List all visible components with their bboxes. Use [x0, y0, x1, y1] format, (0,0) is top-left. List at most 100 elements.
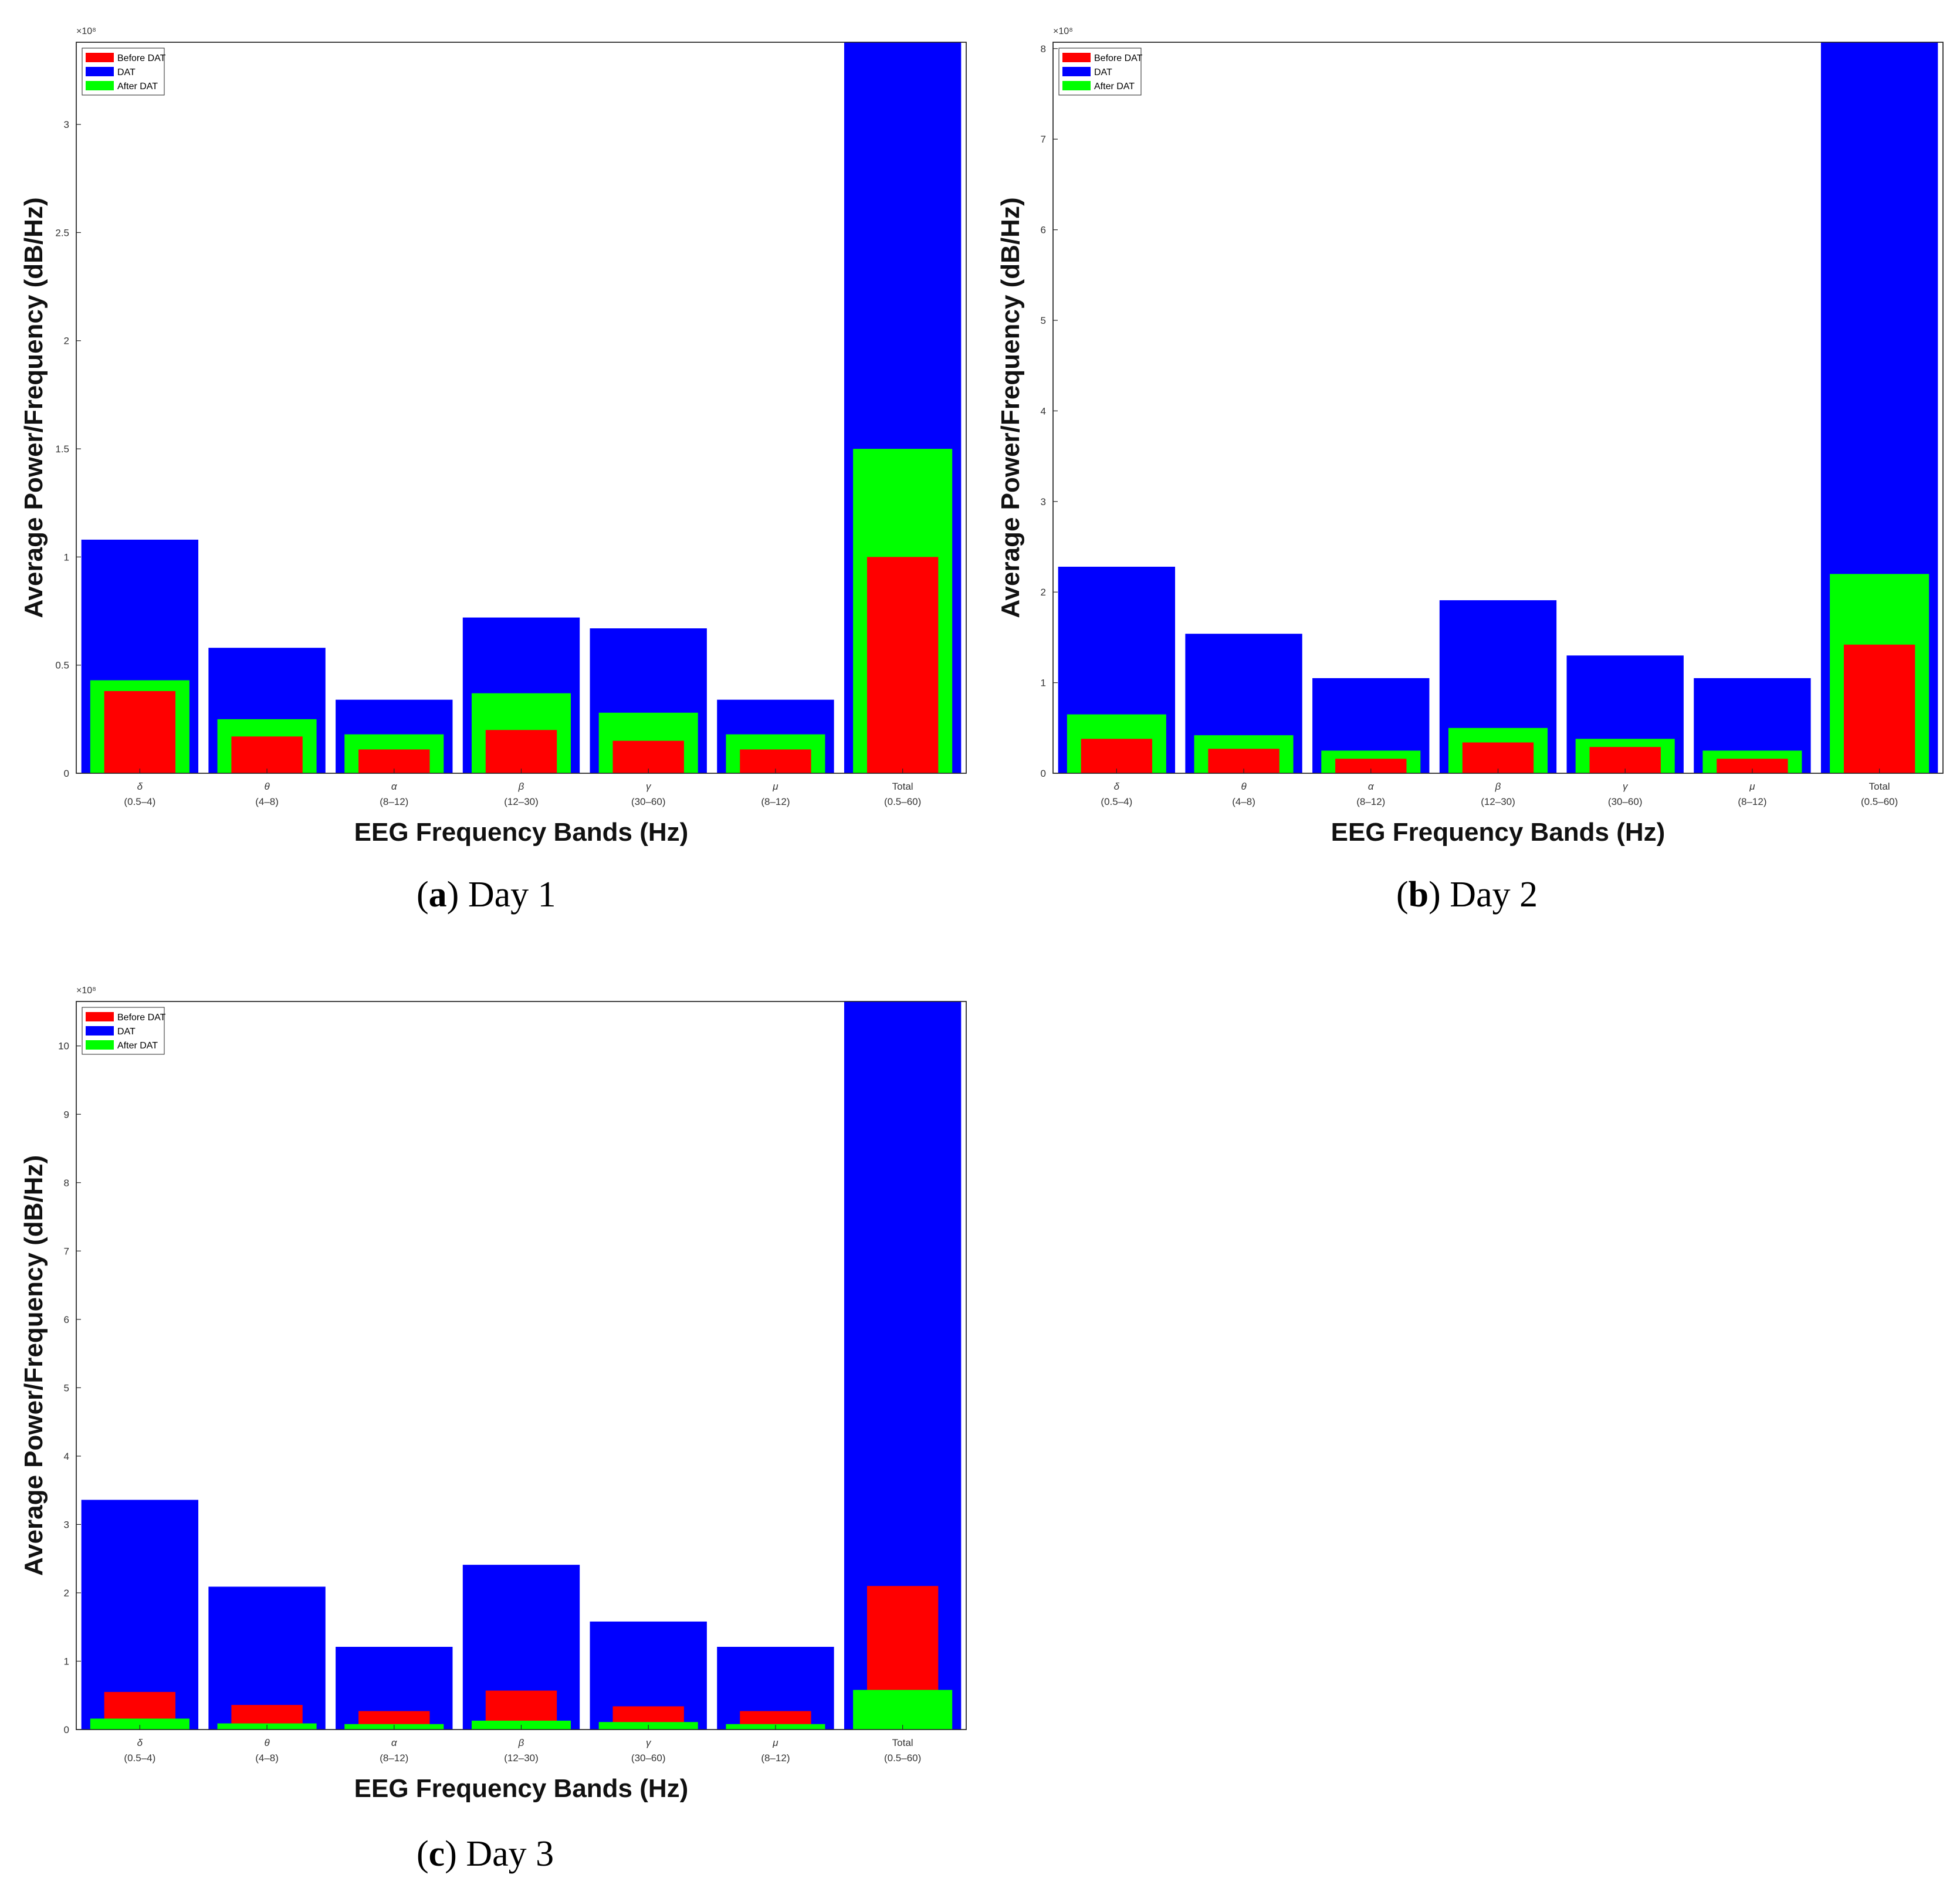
plot-frame — [76, 1001, 967, 1730]
y-tick-label: 1 — [1041, 678, 1046, 689]
legend: Before DAT DAT After DAT — [82, 1007, 166, 1055]
caption-day2: (b) Day 2 — [1396, 875, 1538, 915]
x-axis-title: EEG Frequency Bands (Hz) — [354, 1774, 689, 1803]
x-category-label: β — [518, 781, 524, 792]
x-category-range: (8–12) — [761, 1752, 790, 1764]
legend-swatch — [1062, 53, 1091, 62]
y-tick-label: 1.5 — [55, 444, 69, 455]
caption-text: Day 3 — [466, 1834, 554, 1874]
x-category-range: (12–30) — [1481, 796, 1515, 807]
y-tick-label: 6 — [64, 1314, 69, 1325]
x-category-label: β — [518, 1737, 524, 1748]
x-category-range: (12–30) — [504, 1752, 539, 1764]
x-category-label: γ — [646, 781, 652, 792]
x-category-label: γ — [646, 1737, 652, 1748]
y-tick-label: 5 — [1041, 315, 1046, 326]
y-exponent-label: ×10⁸ — [76, 26, 96, 36]
bar-after-dat-7 — [853, 1690, 953, 1730]
legend-label: Before DAT — [117, 1013, 166, 1023]
caption-letter: c — [428, 1834, 445, 1874]
x-category-label: α — [391, 781, 398, 792]
x-category-range: (4–8) — [255, 1752, 279, 1764]
legend-swatch — [1062, 67, 1091, 76]
legend: Before DAT DAT After DAT — [1058, 48, 1143, 96]
y-axis-title: Average Power/Frequency (dB/Hz) — [996, 197, 1025, 618]
bar-before-dat-7 — [866, 557, 939, 773]
chart-panel-day2: 0 1 2 3 4 5 6 7 8 ×10⁸ δ (0.5–4) θ (4–8) α (8–12) β (12–3… — [977, 0, 1960, 851]
caption-day1: (a) Day 1 — [417, 875, 556, 915]
x-category-label: Total — [892, 1737, 913, 1748]
y-exponent-label: ×10⁸ — [76, 986, 96, 996]
x-category-range: (8–12) — [380, 1752, 408, 1764]
x-category-range: (30–60) — [1608, 796, 1643, 807]
bar-before-dat-5 — [612, 740, 684, 773]
y-tick-label: 7 — [1041, 134, 1046, 145]
x-category-label: γ — [1623, 781, 1629, 792]
y-tick-label: 4 — [1041, 405, 1046, 417]
legend-label: DAT — [117, 1027, 136, 1037]
y-tick-label: 3 — [1041, 496, 1046, 507]
x-axis-title: EEG Frequency Bands (Hz) — [354, 818, 689, 847]
y-tick-label: 8 — [1041, 43, 1046, 55]
y-tick-label: 3 — [64, 119, 69, 130]
y-tick-label: 2 — [64, 336, 69, 347]
bar-chart-day1: 0 0.5 1 1.5 2 2.5 3 ×10⁸ δ (0.5–4) θ (4–8) α (8–12) β (… — [19, 26, 967, 847]
x-category-range: (30–60) — [631, 1752, 666, 1764]
x-category-label: δ — [137, 1737, 143, 1748]
plot-frame — [76, 42, 967, 774]
x-category-range: (0.5–60) — [1861, 796, 1898, 807]
legend-swatch — [86, 1040, 114, 1050]
x-category-label: δ — [1114, 781, 1120, 792]
y-tick-label: 0 — [64, 1724, 69, 1735]
y-tick-label: 9 — [64, 1109, 69, 1120]
y-tick-label: 10 — [58, 1041, 69, 1052]
x-category-label: α — [1368, 781, 1375, 792]
chart-panel-day1: 0 0.5 1 1.5 2 2.5 3 ×10⁸ δ (0.5–4) θ (4–8) α (8–12) β (… — [0, 0, 974, 851]
y-axis-title: Average Power/Frequency (dB/Hz) — [19, 1155, 48, 1576]
legend-swatch — [86, 81, 114, 90]
legend-label: Before DAT — [117, 53, 166, 63]
bar-after-dat-1 — [90, 1718, 189, 1730]
bar-chart-day3: 0 1 2 3 4 5 6 7 8 9 10 ×10⁸ δ (0.5–4) θ (4–8) α (8–12) β (1… — [19, 986, 967, 1803]
x-category-range: (0.5–4) — [124, 796, 155, 807]
x-category-label: μ — [772, 781, 778, 792]
bar-before-dat-1 — [1081, 739, 1153, 773]
y-tick-label: 0.5 — [55, 660, 69, 671]
legend-label: After DAT — [117, 82, 158, 92]
legend-label: After DAT — [117, 1041, 158, 1051]
bar-before-dat-2 — [231, 736, 303, 773]
x-category-label: θ — [1241, 781, 1247, 792]
bar-before-dat-4 — [1462, 742, 1534, 773]
legend-swatch — [86, 53, 114, 62]
x-category-label: μ — [1749, 781, 1755, 792]
legend-label: After DAT — [1094, 82, 1135, 92]
x-category-label: Total — [1869, 781, 1890, 792]
x-category-range: (8–12) — [380, 796, 408, 807]
y-tick-label: 2 — [64, 1588, 69, 1599]
bar-before-dat-7 — [1843, 644, 1915, 773]
x-category-range: (8–12) — [761, 796, 790, 807]
legend-swatch — [86, 1026, 114, 1036]
caption-letter: a — [428, 875, 447, 915]
x-category-range: (0.5–60) — [884, 1752, 921, 1764]
legend-label: Before DAT — [1094, 53, 1143, 63]
legend-swatch — [86, 1012, 114, 1021]
y-tick-label: 2 — [1041, 587, 1046, 598]
y-tick-label: 0 — [64, 768, 69, 779]
x-category-range: (30–60) — [631, 796, 666, 807]
x-category-label: α — [391, 1737, 398, 1748]
caption-letter: b — [1408, 875, 1429, 915]
x-category-range: (0.5–4) — [1101, 796, 1132, 807]
legend: Before DAT DAT After DAT — [82, 48, 166, 96]
x-category-range: (4–8) — [1232, 796, 1255, 807]
y-tick-label: 1 — [64, 1656, 69, 1667]
x-category-range: (8–12) — [1738, 796, 1766, 807]
x-category-range: (12–30) — [504, 796, 539, 807]
legend-label: DAT — [117, 67, 136, 77]
y-exponent-label: ×10⁸ — [1053, 26, 1073, 36]
x-category-range: (0.5–4) — [124, 1752, 155, 1764]
x-category-range: (4–8) — [255, 796, 279, 807]
chart-panel-day3: 0 1 2 3 4 5 6 7 8 9 10 ×10⁸ δ (0.5–4) θ (4–8) α (8–12) β (1… — [0, 959, 974, 1810]
caption-day3: (c) Day 3 — [417, 1834, 554, 1874]
legend-swatch — [86, 67, 114, 76]
